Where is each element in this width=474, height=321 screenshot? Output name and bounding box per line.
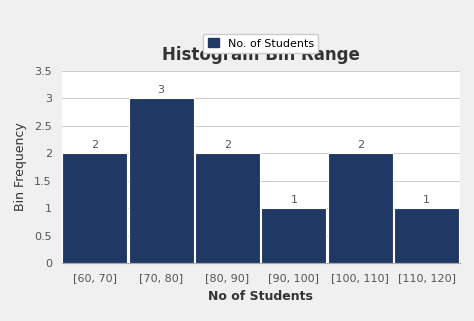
Bar [261,208,327,263]
Bar [394,208,459,263]
Bar [128,98,194,263]
Y-axis label: Bin Frequency: Bin Frequency [14,123,27,211]
X-axis label: No of Students: No of Students [208,290,313,303]
Text: 1: 1 [423,195,430,205]
Text: 1: 1 [291,195,297,205]
Text: 2: 2 [224,140,231,150]
Text: 2: 2 [356,140,364,150]
Title: Histogram Bin Range: Histogram Bin Range [162,46,360,64]
Bar [195,153,260,263]
Bar [62,153,128,263]
Legend: No. of Students: No. of Students [203,34,318,53]
Text: 2: 2 [91,140,99,150]
Bar [328,153,393,263]
Text: 3: 3 [158,85,164,95]
